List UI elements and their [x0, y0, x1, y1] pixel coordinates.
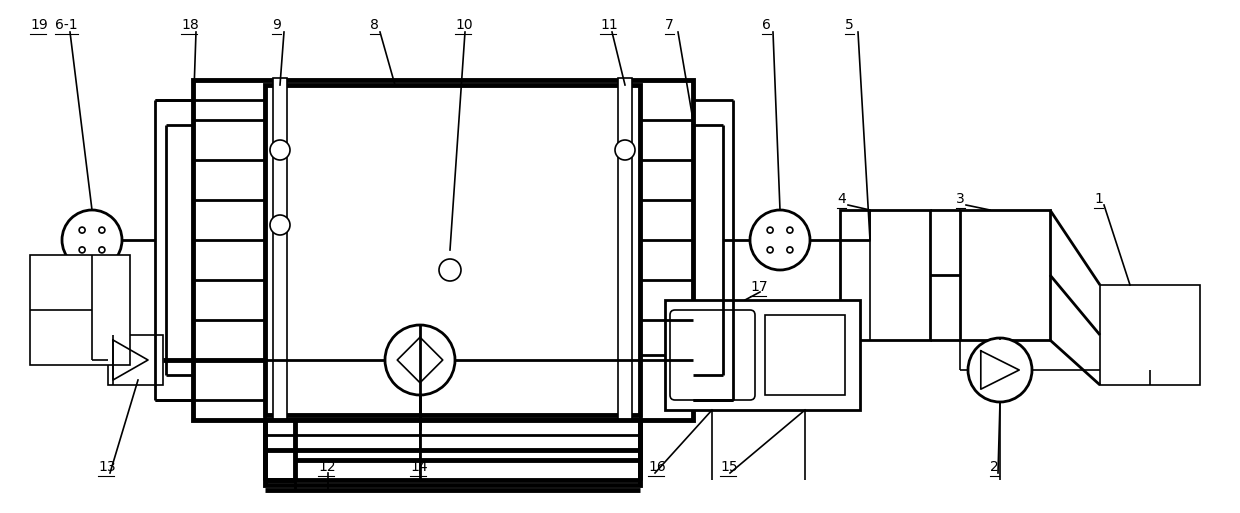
Bar — [265, 420, 640, 485]
Text: 10: 10 — [455, 18, 472, 32]
Circle shape — [768, 227, 773, 233]
Bar — [1100, 285, 1200, 385]
Text: 12: 12 — [317, 460, 336, 474]
Circle shape — [99, 227, 105, 233]
Text: 1: 1 — [1094, 192, 1102, 206]
Text: 18: 18 — [181, 18, 198, 32]
Circle shape — [270, 215, 290, 235]
Circle shape — [384, 325, 455, 395]
Text: 4: 4 — [837, 192, 846, 206]
Bar — [193, 80, 693, 420]
Text: 13: 13 — [98, 460, 115, 474]
Circle shape — [79, 247, 86, 253]
FancyBboxPatch shape — [670, 310, 755, 400]
Text: 8: 8 — [370, 18, 379, 32]
Circle shape — [99, 247, 105, 253]
Circle shape — [439, 259, 461, 281]
Text: 9: 9 — [272, 18, 281, 32]
Text: 3: 3 — [956, 192, 965, 206]
Bar — [618, 78, 632, 423]
Text: 16: 16 — [649, 460, 666, 474]
Circle shape — [968, 338, 1032, 402]
Bar — [765, 315, 844, 395]
Circle shape — [615, 140, 635, 160]
Text: 15: 15 — [720, 460, 738, 474]
Circle shape — [787, 247, 792, 253]
Circle shape — [768, 247, 773, 253]
Bar — [839, 210, 930, 340]
Circle shape — [270, 140, 290, 160]
Text: 5: 5 — [844, 18, 854, 32]
Text: 7: 7 — [665, 18, 673, 32]
Text: 19: 19 — [30, 18, 48, 32]
Bar — [108, 335, 162, 385]
Circle shape — [62, 210, 122, 270]
Circle shape — [787, 227, 792, 233]
Bar — [30, 255, 130, 365]
Circle shape — [750, 210, 810, 270]
Text: 17: 17 — [750, 280, 768, 294]
Bar — [265, 85, 640, 415]
Text: 11: 11 — [600, 18, 618, 32]
Bar — [960, 210, 1050, 340]
Bar — [273, 78, 286, 423]
Text: 2: 2 — [990, 460, 998, 474]
Bar — [665, 300, 861, 410]
Circle shape — [79, 227, 86, 233]
Text: 6: 6 — [763, 18, 771, 32]
Text: 6-1: 6-1 — [55, 18, 78, 32]
Text: 14: 14 — [410, 460, 428, 474]
